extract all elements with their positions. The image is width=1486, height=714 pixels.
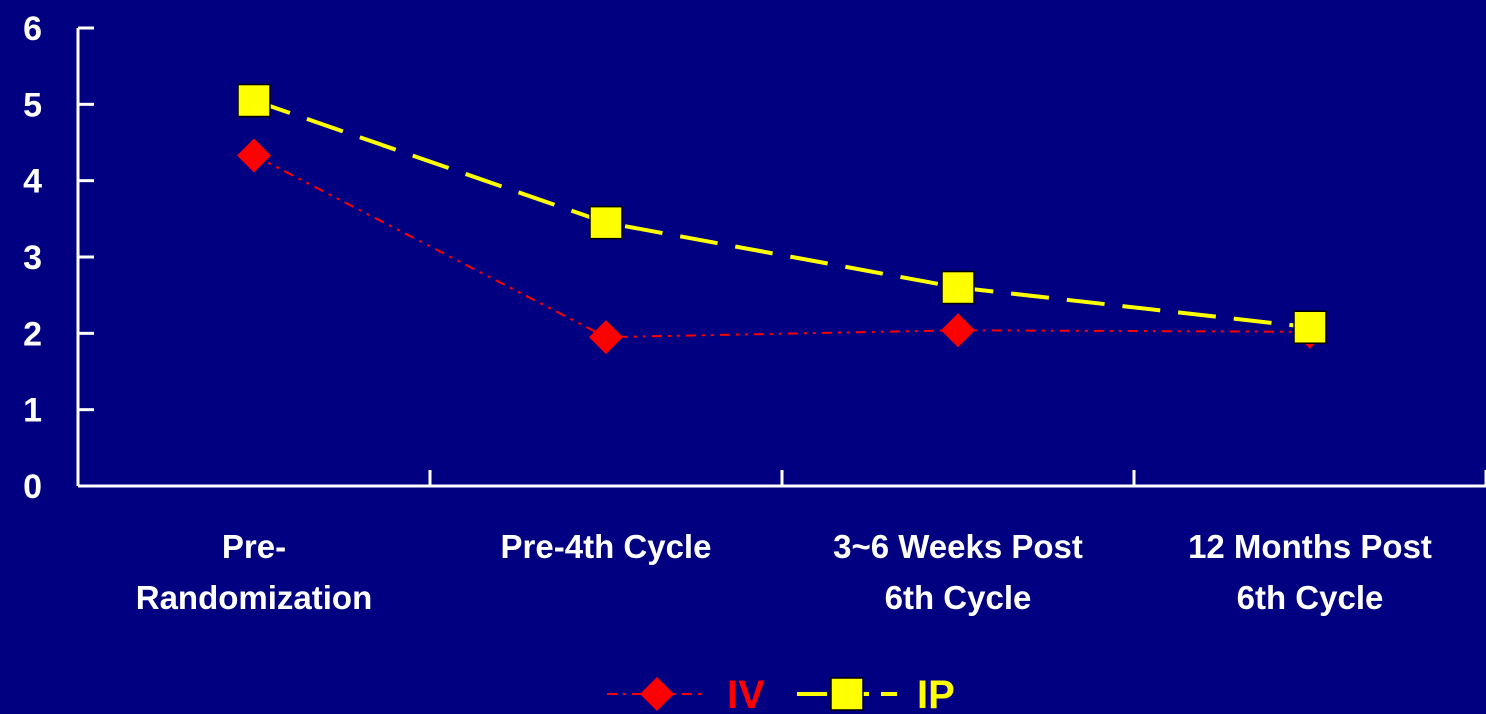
legend-item-IP: IP (797, 673, 955, 714)
x-axis: Pre-Randomization Pre-4th Cycle 3~6 Weeks … (78, 470, 1486, 616)
series-marker-IV (640, 677, 674, 711)
series-marker-IP (830, 677, 864, 711)
x-category-label: Pre-Randomization (136, 528, 373, 616)
series-marker-IV (941, 313, 975, 348)
series-line-IV (253, 154, 1311, 339)
y-axis: 0 1 2 3 4 5 6 (23, 10, 94, 506)
series-marker-IP (1293, 310, 1327, 344)
x-category-label: 3~6 Weeks Post 6th Cycle (833, 528, 1083, 616)
series-marker-IV (589, 320, 623, 355)
legend-label: IP (917, 673, 955, 714)
y-tick-label: 4 (23, 163, 42, 201)
y-tick-label: 6 (23, 10, 42, 48)
legend-item-IV: IV (607, 673, 765, 714)
y-tick-label: 2 (23, 315, 42, 353)
series-line-IP (253, 98, 1311, 330)
x-category-label: 12 Months Post 6th Cycle (1188, 528, 1432, 616)
legend: IV IP (607, 673, 955, 714)
legend-label: IV (727, 673, 765, 714)
y-tick-label: 5 (23, 86, 42, 124)
series-marker-IV (237, 138, 271, 173)
y-tick-label: 1 (23, 392, 42, 430)
series-marker-IP (589, 205, 623, 240)
series-layer (237, 83, 1327, 355)
series-marker-IP (237, 83, 271, 118)
series-marker-IP (941, 270, 975, 305)
y-tick-label: 3 (23, 239, 42, 277)
x-category-label: Pre-4th Cycle (501, 528, 712, 565)
y-tick-label: 0 (23, 468, 42, 506)
